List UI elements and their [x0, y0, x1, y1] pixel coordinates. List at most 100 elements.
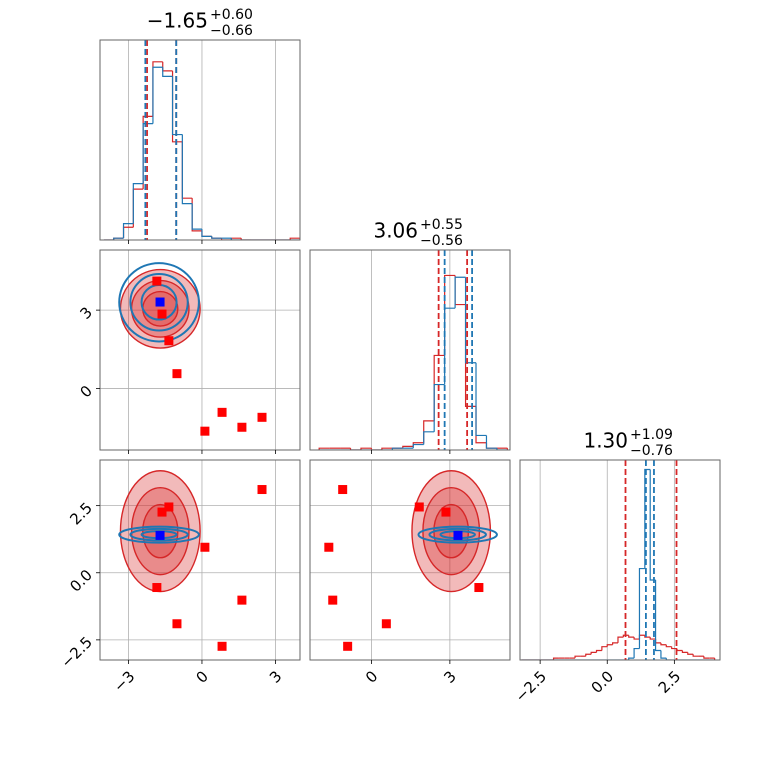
histogram-step: [633, 647, 640, 659]
histogram-step: [162, 61, 173, 72]
histogram-step: [552, 657, 559, 660]
marker: [257, 412, 267, 422]
marker: [453, 530, 463, 540]
title-plus: +0.60: [210, 7, 253, 23]
histogram-step: [638, 634, 645, 640]
marker: [155, 530, 165, 540]
marker: [217, 641, 227, 651]
marker: [155, 297, 165, 307]
x-tick-label: 0.0: [588, 667, 618, 697]
marker: [237, 422, 247, 432]
histogram-step: [612, 642, 618, 645]
axes-frame: [99, 459, 301, 661]
panel: [100, 250, 300, 450]
histogram-step: [475, 406, 487, 444]
title-value: 1.30: [583, 429, 628, 453]
histogram-step: [162, 67, 173, 77]
histogram-step: [201, 230, 212, 237]
histogram-step: [638, 567, 645, 649]
axes-frame: [99, 249, 301, 451]
marker: [172, 619, 182, 629]
histogram-step: [644, 635, 651, 638]
marker: [172, 369, 182, 379]
marker: [237, 595, 247, 605]
marker: [217, 407, 227, 417]
histogram-step: [132, 183, 144, 224]
axes-frame: [309, 459, 511, 661]
contour: [118, 262, 200, 343]
title-plus: +1.09: [630, 427, 673, 443]
histogram-step: [590, 651, 597, 655]
marker: [200, 426, 210, 436]
histogram-step: [485, 442, 497, 449]
contour: [129, 527, 189, 542]
histogram-step: [391, 447, 403, 450]
marker: [441, 507, 451, 517]
title-value: −1.65: [147, 9, 208, 33]
histogram-step: [654, 580, 661, 652]
x-tick-label: 3: [440, 667, 459, 686]
histogram-step: [171, 76, 183, 136]
histogram-step: [649, 637, 656, 640]
histogram-step: [381, 447, 393, 450]
panel: [100, 460, 300, 660]
histogram-step: [628, 657, 635, 660]
histogram-step: [665, 644, 672, 648]
marker: [343, 641, 353, 651]
y-tick-label: −2.5: [58, 633, 96, 671]
histogram-step: [230, 238, 242, 240]
marker: [157, 309, 167, 319]
histogram-step: [113, 237, 124, 240]
histogram-step: [191, 198, 202, 232]
title-plus: +0.55: [420, 217, 463, 233]
histogram-step: [574, 655, 581, 659]
marker: [328, 595, 338, 605]
histogram-step: [595, 649, 602, 653]
histogram-step: [585, 653, 592, 657]
panel: [310, 460, 510, 660]
title-minus: −0.56: [420, 233, 463, 249]
histogram-step: [703, 656, 710, 659]
axes-frame: [99, 39, 301, 241]
title-minus: −0.66: [210, 23, 253, 39]
histogram-step: [240, 238, 251, 240]
axes-frame: [309, 249, 511, 451]
marker: [474, 583, 484, 593]
histogram-step: [220, 238, 232, 240]
histogram-step: [191, 203, 202, 230]
contour: [142, 290, 179, 327]
panel: [521, 460, 716, 660]
histogram-step: [152, 61, 163, 117]
histogram-step: [181, 141, 193, 199]
panel: [103, 40, 300, 240]
marker: [338, 485, 348, 495]
histogram-step: [644, 468, 651, 569]
x-tick-label: −2.5: [512, 667, 550, 705]
axes-frame: [519, 459, 721, 661]
histogram-step: [370, 448, 382, 450]
histogram-step: [671, 646, 678, 650]
histogram-step: [289, 237, 300, 240]
histogram-step: [142, 123, 153, 184]
histogram-step: [660, 642, 667, 646]
marker: [414, 502, 424, 512]
x-tick-label: 0: [362, 667, 381, 686]
histogram-step: [132, 188, 144, 228]
histogram-step: [433, 383, 445, 432]
histogram-step: [676, 648, 683, 652]
contour: [417, 525, 498, 544]
contour: [129, 273, 189, 332]
title-minus: −0.76: [630, 443, 673, 459]
marker: [152, 276, 162, 286]
histogram-step: [475, 362, 487, 437]
contour: [428, 527, 487, 542]
marker: [157, 507, 167, 517]
marker: [257, 485, 267, 495]
y-tick-label: 0.0: [66, 566, 96, 596]
histogram-step: [171, 70, 183, 143]
histogram-step: [412, 443, 424, 449]
histogram-step: [606, 644, 613, 647]
x-tick-label: 2.5: [655, 667, 685, 697]
